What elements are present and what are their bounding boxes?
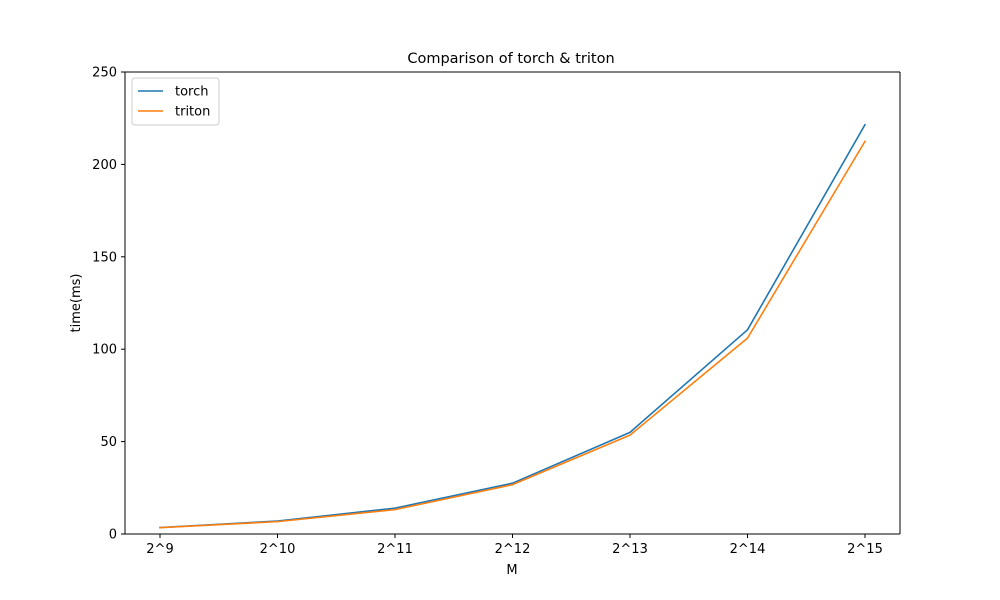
y-tick-label: 0: [109, 528, 117, 543]
x-axis-label: M: [506, 563, 517, 578]
x-axis: 2^9 2^10 2^11 2^12 2^13 2^14 2^15: [146, 534, 883, 557]
y-tick-label: 250: [92, 66, 117, 81]
legend-frame: [131, 77, 220, 126]
y-axis-label: time(ms): [69, 274, 84, 333]
series-layer: [159, 123, 867, 529]
x-tick-label: 2^13: [612, 542, 648, 557]
x-tick-label: 2^10: [260, 542, 296, 557]
y-tick-label: 100: [92, 343, 117, 358]
y-tick-label: 150: [92, 250, 117, 265]
x-tick-label: 2^11: [377, 542, 413, 557]
x-tick-label: 2^15: [847, 542, 883, 557]
series-line-triton: [159, 140, 867, 529]
x-tick-label: 2^12: [495, 542, 531, 557]
legend-label-triton: triton: [175, 105, 210, 120]
y-axis: 0 50 100 150 200 250: [92, 66, 125, 543]
legend-label-torch: torch: [175, 85, 209, 100]
x-tick-label: 2^14: [730, 542, 766, 557]
legend: torch triton: [131, 77, 220, 126]
y-tick-label: 50: [100, 435, 117, 450]
x-tick-label: 2^9: [146, 542, 173, 557]
y-tick-label: 200: [92, 158, 117, 173]
chart-title: Comparison of torch & triton: [407, 51, 614, 67]
legend-items: torch triton: [138, 85, 210, 120]
axes-frame: [124, 71, 901, 535]
plot-area: [125, 72, 900, 534]
